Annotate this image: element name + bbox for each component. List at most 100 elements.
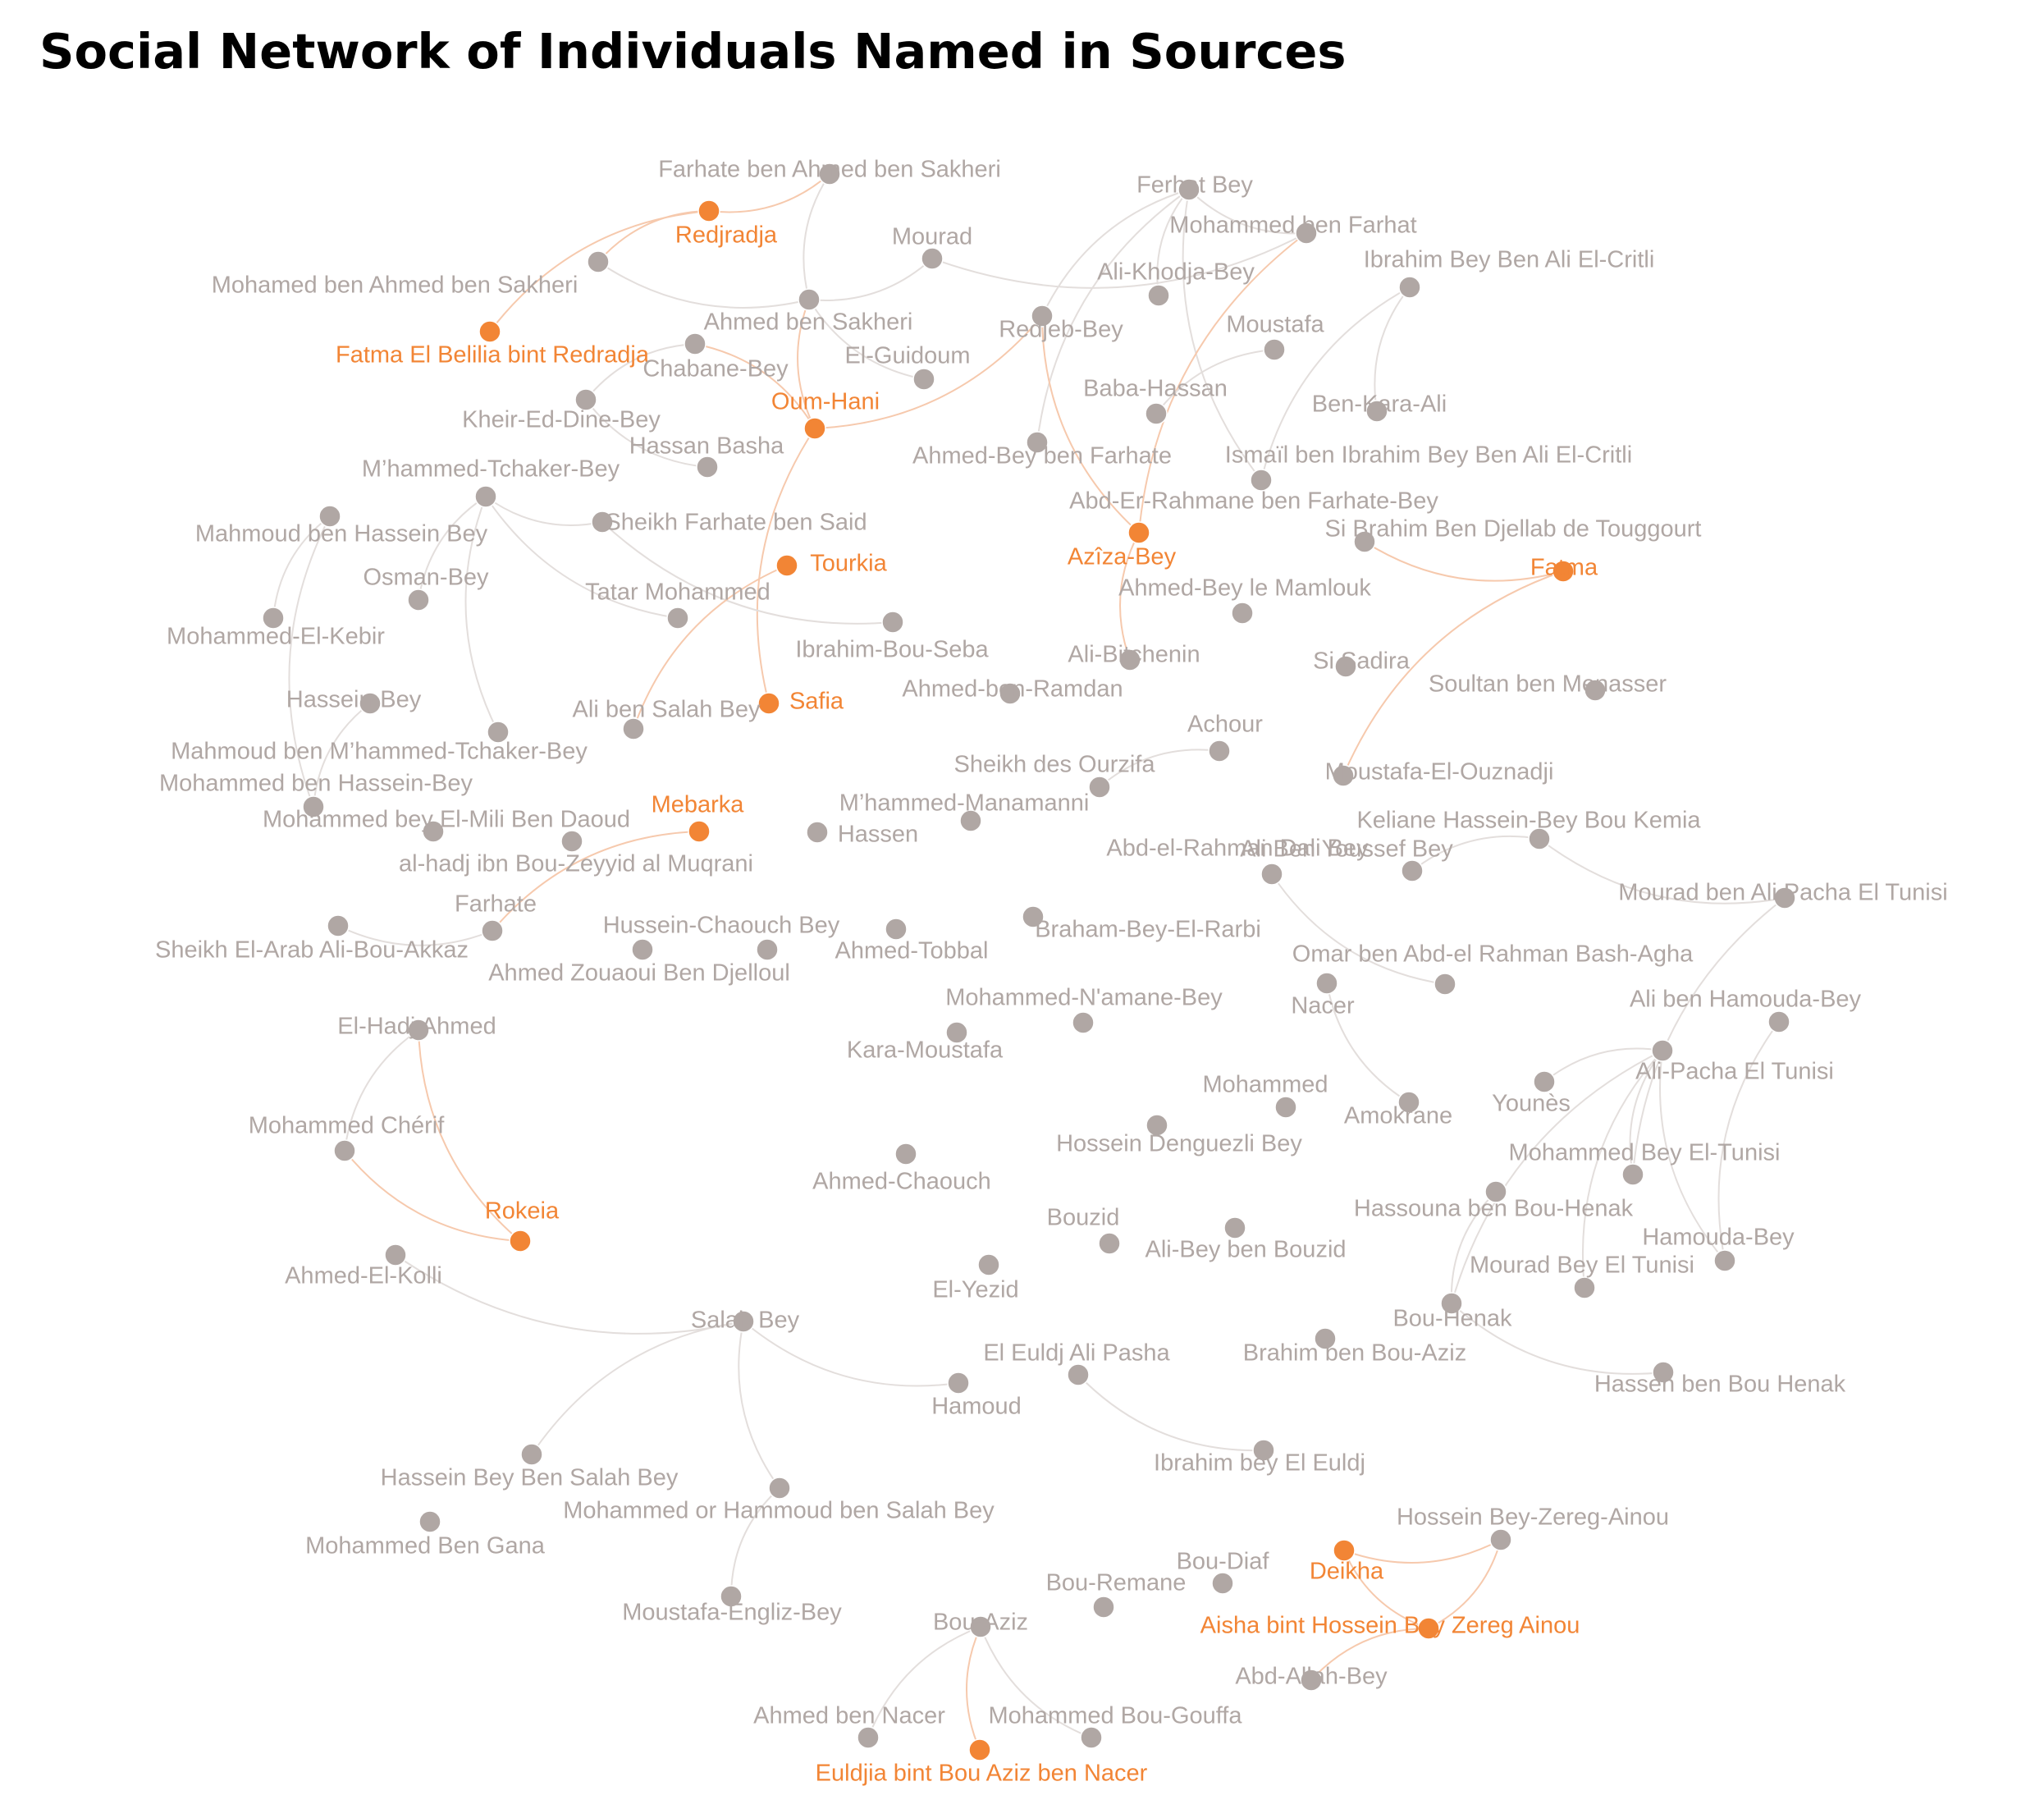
node-ali-pacha[interactable] — [1651, 1039, 1674, 1062]
node-ali-khodja-bey[interactable] — [1147, 284, 1170, 307]
node-ahmed-el-kolli[interactable] — [384, 1243, 407, 1266]
node-mohammed-bey-el-mili[interactable] — [422, 820, 445, 843]
node-el-yezid[interactable] — [977, 1253, 1000, 1276]
node-ahmed-ben-nacer[interactable] — [857, 1726, 880, 1749]
node-salah-bey[interactable] — [732, 1310, 755, 1333]
node-hassouna[interactable] — [1484, 1180, 1507, 1203]
node-ibrahim-el-critli[interactable] — [1398, 276, 1421, 299]
node-el-euldj-ali[interactable] — [1067, 1363, 1090, 1386]
node-amokrane[interactable] — [1397, 1091, 1420, 1114]
node-soultan[interactable] — [1584, 679, 1607, 702]
node-sheikh-el-arab[interactable] — [327, 914, 350, 937]
node-bou-aziz[interactable] — [969, 1615, 992, 1638]
node-hassen-ben-bou-henak[interactable] — [1652, 1361, 1675, 1384]
node-kara-moustafa[interactable] — [945, 1021, 968, 1044]
node-mohamed-ben-ahmed[interactable] — [587, 250, 610, 273]
node-ali-ben-salah[interactable] — [622, 717, 645, 740]
node-mohammed-namane[interactable] — [1072, 1011, 1095, 1034]
node-sheikh-farhate[interactable] — [591, 511, 614, 534]
node-mohammed-bou-gouffa[interactable] — [1080, 1726, 1103, 1749]
node-omar-ben-abd[interactable] — [1434, 973, 1456, 996]
node-mohammed-bey-el-tunisi[interactable] — [1621, 1163, 1644, 1186]
node-brahim-ben-bou-aziz[interactable] — [1314, 1327, 1337, 1350]
node-abd-er-rahmane[interactable] — [1250, 469, 1273, 492]
node-bou-remane[interactable] — [1092, 1596, 1115, 1619]
node-bou-diaf[interactable] — [1211, 1572, 1234, 1595]
node-ali-ben-hamouda[interactable] — [1767, 1010, 1790, 1033]
node-hassan-basha[interactable] — [696, 456, 719, 479]
node-kheir-ed-dine-bey[interactable] — [574, 388, 597, 411]
node-ahmed-zouaoui[interactable] — [631, 938, 654, 961]
node-aziza-bey[interactable] — [1127, 521, 1150, 544]
node-mebarka[interactable] — [688, 820, 711, 843]
node-tatar-mohammed[interactable] — [666, 607, 689, 630]
node-deikha[interactable] — [1333, 1539, 1356, 1562]
node-hossein-denguezli[interactable] — [1145, 1114, 1168, 1137]
node-farhate[interactable] — [481, 919, 504, 942]
node-mohammed-or-hammoud[interactable] — [768, 1477, 791, 1500]
node-bou-henak[interactable] — [1440, 1292, 1463, 1315]
node-achour[interactable] — [1208, 740, 1231, 763]
node-osman-bey[interactable] — [407, 588, 430, 611]
node-mourad-ben-ali[interactable] — [1773, 886, 1796, 909]
node-moustafa-el-ouznadji[interactable] — [1332, 764, 1355, 787]
node-moustafa[interactable] — [1263, 338, 1286, 361]
node-ahmed-chaouch[interactable] — [894, 1143, 917, 1166]
node-si-sadira[interactable] — [1334, 655, 1357, 678]
node-mohammed-el-kebir[interactable] — [262, 607, 285, 630]
node-hassein-bey-ben-salah[interactable] — [520, 1443, 543, 1466]
node-mahmoud-ben-hassein[interactable] — [318, 505, 341, 528]
node-hamoud[interactable] — [947, 1372, 970, 1395]
node-ibrahim-bey-el-euldj[interactable] — [1252, 1439, 1275, 1462]
node-mourad[interactable] — [921, 247, 944, 270]
node-keliane[interactable] — [1528, 827, 1551, 850]
node-mourad-bey-el-tunisi[interactable] — [1573, 1276, 1596, 1299]
node-redjeb-bey[interactable] — [1031, 305, 1054, 327]
node-tourkia[interactable] — [775, 554, 798, 577]
node-euldjia[interactable] — [968, 1738, 991, 1761]
node-mohammed-ben-gana[interactable] — [418, 1510, 441, 1533]
node-ali-bey-ben-bouzid[interactable] — [1223, 1216, 1246, 1239]
node-el-guidoum[interactable] — [912, 368, 935, 391]
node-rokeia[interactable] — [509, 1230, 532, 1253]
node-el-hadj-ahmed[interactable] — [407, 1019, 430, 1042]
node-abd-el-rahman-dali[interactable] — [1260, 863, 1283, 886]
node-mohammed[interactable] — [1274, 1096, 1297, 1119]
node-redjradja[interactable] — [697, 199, 720, 222]
node-mahmoud-ben-mhammed[interactable] — [487, 721, 510, 744]
node-hussein-chaouch[interactable] — [756, 938, 779, 961]
node-al-hadj[interactable] — [560, 830, 583, 853]
node-ali-bitchenin[interactable] — [1118, 648, 1141, 671]
node-mohammed-ben-farhat[interactable] — [1295, 222, 1318, 245]
node-nacer[interactable] — [1315, 972, 1338, 995]
node-ahmed-tobbal[interactable] — [885, 918, 908, 941]
node-farhate-ben-ahmed[interactable] — [818, 163, 841, 185]
node-bouzid[interactable] — [1098, 1232, 1121, 1255]
node-ahmed-bey-mamlouk[interactable] — [1231, 602, 1254, 625]
node-ibrahim-bou-seba[interactable] — [881, 611, 904, 634]
node-ferhat-bey[interactable] — [1177, 178, 1200, 201]
node-hassen[interactable] — [806, 821, 829, 844]
node-safia[interactable] — [757, 692, 780, 715]
node-mohammed-ben-hassein-bey[interactable] — [302, 795, 325, 818]
node-ahmed-ben-sakheri[interactable] — [798, 288, 821, 311]
node-fatma[interactable] — [1552, 560, 1575, 583]
node-braham-bey[interactable] — [1022, 905, 1045, 928]
node-moustafa-engliz[interactable] — [720, 1585, 743, 1608]
node-baba-hassan[interactable] — [1145, 402, 1168, 425]
node-ahmed-ben-ramdan[interactable] — [999, 682, 1022, 705]
node-sheikh-ourzifa[interactable] — [1088, 776, 1111, 799]
node-hamouda-bey[interactable] — [1713, 1249, 1736, 1272]
node-hassein-bey[interactable] — [359, 692, 382, 715]
node-chabane-bey[interactable] — [684, 332, 706, 355]
node-oum-hani[interactable] — [803, 417, 826, 440]
node-mohammed-cherif[interactable] — [333, 1139, 356, 1162]
node-ben-kara-ali[interactable] — [1365, 400, 1388, 423]
node-abd-allah-bey[interactable] — [1300, 1669, 1323, 1692]
node-fatma-el-belilia[interactable] — [478, 320, 501, 343]
node-ali-ben-youssef[interactable] — [1401, 859, 1424, 882]
node-hossein-zereg[interactable] — [1489, 1528, 1512, 1551]
node-ahmed-bey-ben-farhate[interactable] — [1026, 431, 1049, 454]
node-si-brahim[interactable] — [1353, 530, 1376, 553]
node-aisha[interactable] — [1417, 1617, 1440, 1640]
